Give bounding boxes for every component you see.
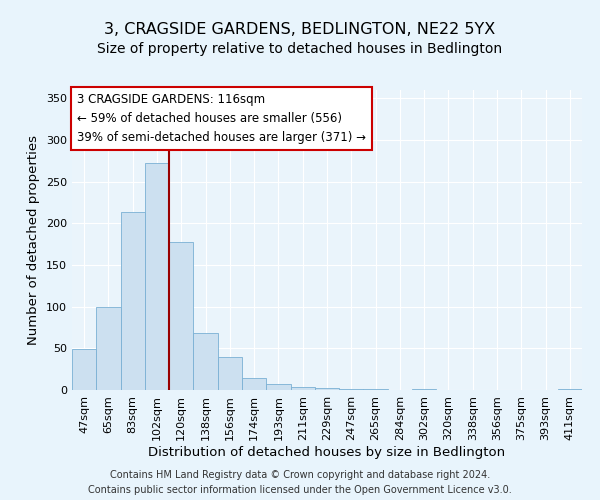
Y-axis label: Number of detached properties: Number of detached properties — [28, 135, 40, 345]
Bar — [315, 388, 339, 390]
Bar — [558, 389, 582, 390]
Bar — [339, 389, 364, 390]
Bar — [364, 389, 388, 390]
Bar — [121, 212, 145, 390]
X-axis label: Distribution of detached houses by size in Bedlington: Distribution of detached houses by size … — [148, 446, 506, 458]
Bar — [193, 334, 218, 390]
Bar — [266, 384, 290, 390]
Text: Contains HM Land Registry data © Crown copyright and database right 2024.
Contai: Contains HM Land Registry data © Crown c… — [88, 470, 512, 495]
Bar — [145, 162, 169, 390]
Bar — [72, 349, 96, 390]
Bar — [290, 386, 315, 390]
Bar — [218, 356, 242, 390]
Text: Size of property relative to detached houses in Bedlington: Size of property relative to detached ho… — [97, 42, 503, 56]
Bar — [96, 306, 121, 390]
Bar — [242, 378, 266, 390]
Text: 3 CRAGSIDE GARDENS: 116sqm
← 59% of detached houses are smaller (556)
39% of sem: 3 CRAGSIDE GARDENS: 116sqm ← 59% of deta… — [77, 93, 366, 144]
Bar — [169, 242, 193, 390]
Text: 3, CRAGSIDE GARDENS, BEDLINGTON, NE22 5YX: 3, CRAGSIDE GARDENS, BEDLINGTON, NE22 5Y… — [104, 22, 496, 38]
Bar — [412, 389, 436, 390]
